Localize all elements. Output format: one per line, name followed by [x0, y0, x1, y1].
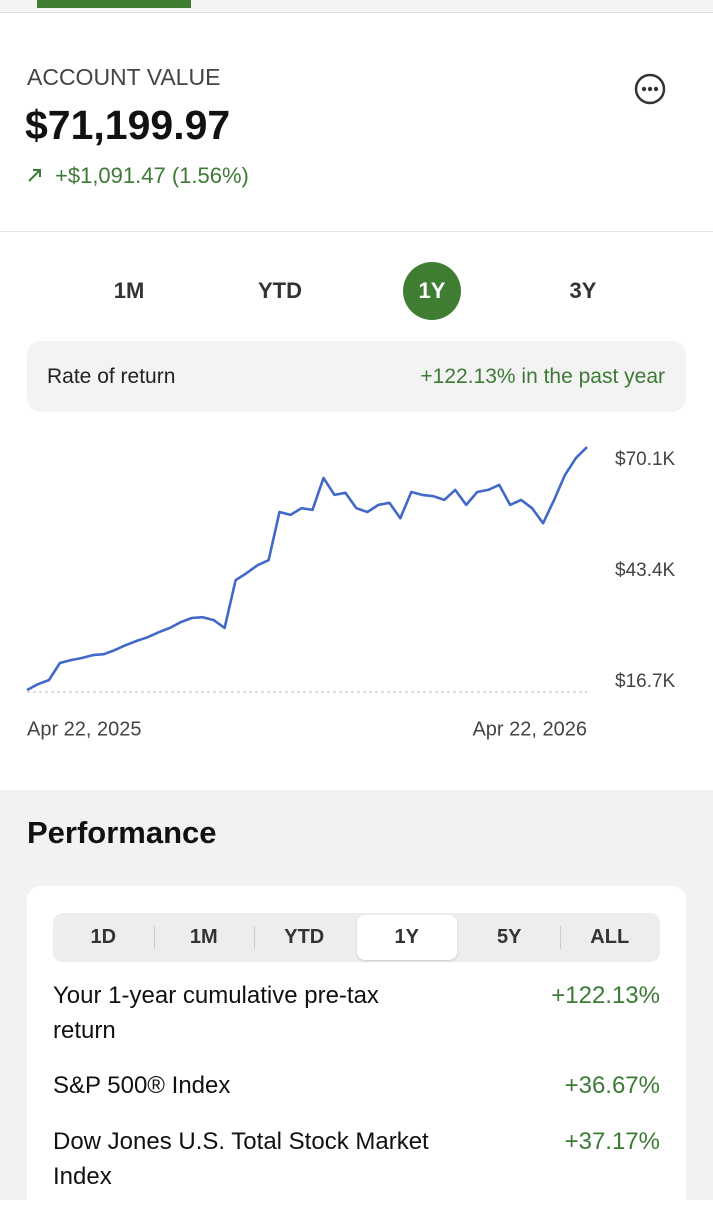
performance-tab[interactable]: 5Y: [497, 926, 522, 948]
ror-label: Rate of return: [47, 365, 176, 388]
performance-tab[interactable]: 1Y: [356, 915, 457, 960]
more-button[interactable]: [633, 72, 667, 106]
performance-tab[interactable]: 1M: [153, 913, 255, 962]
y-tick-label: $70.1K: [615, 449, 676, 470]
performance-tab[interactable]: YTD: [254, 913, 355, 962]
x-tick-label: Apr 22, 2026: [472, 718, 587, 740]
rate-of-return: Rate of return +122.13% in the past year: [27, 341, 686, 412]
range-tab[interactable]: YTD: [258, 278, 302, 303]
row-value: +36.67%: [564, 1072, 660, 1099]
ror-value: +122.13% in the past year: [420, 365, 665, 388]
account-change: +$1,091.47 (1.56%): [55, 163, 249, 188]
active-indicator: [37, 0, 191, 8]
performance-title: Performance: [27, 815, 217, 850]
up-arrow-icon: [28, 169, 41, 182]
row-label: S&P 500® Index: [53, 1072, 231, 1099]
divider: [0, 231, 713, 232]
range-tab[interactable]: 1M: [113, 278, 145, 303]
account-title: ACCOUNT VALUE: [27, 64, 221, 90]
x-tick-label: Apr 22, 2025: [27, 718, 142, 740]
account-value: $71,199.97: [25, 102, 231, 148]
performance-tabs: 1D 1M YTD 1Y 5Y ALL: [53, 913, 660, 962]
performance-tab[interactable]: 1D: [90, 926, 117, 948]
y-tick-label: $16.7K: [615, 671, 676, 692]
y-tick-label: $43.4K: [615, 560, 676, 581]
row-value: +37.17%: [564, 1128, 660, 1155]
performance-tab[interactable]: ALL: [559, 913, 661, 962]
price-line: [26, 446, 588, 692]
row-value: +122.13%: [551, 982, 660, 1009]
row-label: Dow Jones U.S. Total Stock Market Index: [53, 1128, 429, 1190]
page: {"header": {"title": "ACCOUNT VALUE", "v…: [0, 0, 713, 1200]
range-tab[interactable]: 1Y: [403, 262, 461, 320]
range-tab[interactable]: 3Y: [569, 278, 597, 303]
row-label: Your 1-year cumulative pre-tax return: [53, 982, 379, 1044]
